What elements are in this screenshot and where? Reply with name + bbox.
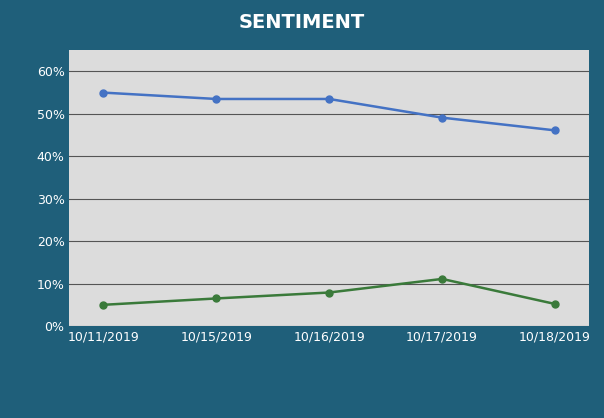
- Advancers: [100, 302, 107, 307]
- Advancers: [551, 301, 559, 306]
- Decliners: [551, 128, 559, 133]
- Text: SENTIMENT: SENTIMENT: [239, 13, 365, 33]
- Decliners: [213, 97, 220, 102]
- Line: Decliners: Decliners: [100, 89, 559, 134]
- Decliners: [326, 97, 333, 102]
- Line: Advancers: Advancers: [100, 275, 559, 308]
- Advancers: [213, 296, 220, 301]
- Decliners: [100, 90, 107, 95]
- Advancers: [439, 276, 446, 281]
- Decliners: [439, 115, 446, 120]
- Advancers: [326, 290, 333, 295]
